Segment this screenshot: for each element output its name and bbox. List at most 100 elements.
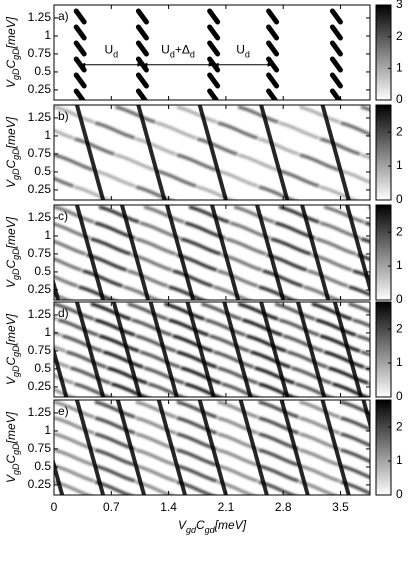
stripe	[394, 336, 415, 351]
stripe	[320, 105, 351, 200]
colorbar-tick-label: 0	[396, 292, 403, 306]
stripe	[299, 105, 340, 124]
stripe	[54, 448, 95, 467]
stripe	[54, 387, 77, 397]
stripe	[398, 271, 415, 286]
panel-label: e)	[58, 404, 69, 418]
heatmap	[54, 205, 415, 300]
stripe	[165, 205, 196, 300]
stripe	[54, 373, 74, 385]
panel-label: a)	[58, 9, 69, 23]
stripe	[54, 400, 95, 419]
y-tick-label: 1	[44, 325, 51, 339]
annotation-part: U	[161, 43, 170, 57]
y-axis-label-part: [meV]	[4, 16, 18, 49]
y-axis-label-part: V	[4, 179, 18, 188]
stripe	[131, 318, 173, 337]
stripe	[127, 269, 169, 288]
y-axis-label-part: gD	[11, 148, 21, 160]
stripe	[115, 400, 146, 495]
stripe	[402, 255, 415, 270]
stripe	[135, 334, 177, 353]
stripe	[299, 416, 340, 435]
stripe	[176, 464, 218, 483]
stripe	[329, 56, 343, 73]
stripe	[135, 24, 149, 41]
stripe	[270, 237, 312, 256]
stripe	[254, 366, 295, 385]
stripe	[172, 269, 214, 288]
stripe	[176, 416, 218, 435]
y-axis-label-part: [meV]	[4, 313, 18, 346]
stripe	[207, 72, 221, 89]
stripe	[299, 153, 340, 172]
stripe	[278, 205, 320, 224]
stripe	[188, 205, 230, 224]
stripe	[225, 237, 267, 256]
y-axis-label-part: V	[4, 376, 18, 385]
y-tick-label: 0.75	[28, 146, 52, 160]
stripe	[207, 24, 221, 41]
stripe	[255, 205, 286, 300]
stripe	[315, 237, 357, 256]
panel-label: c)	[58, 209, 68, 223]
y-tick-label: 0.25	[28, 282, 52, 296]
stripe	[299, 464, 340, 483]
heatmap	[54, 302, 415, 399]
y-axis-label: VgDCgD[meV]	[4, 116, 21, 188]
y-tick-label: 0.5	[34, 361, 51, 375]
annotation-part: d	[113, 50, 118, 60]
stripe	[147, 382, 187, 397]
y-axis-label-part: gD	[11, 345, 21, 357]
stripe	[176, 400, 218, 419]
stripe	[217, 400, 259, 419]
stripe	[258, 464, 300, 483]
stripe	[258, 285, 298, 300]
stripe	[266, 8, 280, 25]
stripe	[54, 257, 83, 272]
stripe	[82, 269, 124, 288]
stripe	[282, 334, 324, 353]
stripe	[274, 302, 316, 321]
stripe	[217, 416, 259, 435]
stripe	[156, 169, 197, 188]
stripe	[196, 137, 238, 156]
y-tick-label: 0.75	[28, 441, 52, 455]
stripe	[323, 205, 365, 224]
annotation-part: d	[170, 50, 175, 60]
stripe	[250, 350, 291, 369]
stripe	[299, 400, 340, 419]
stripe	[360, 350, 370, 357]
stripe	[352, 269, 370, 279]
stripe	[54, 105, 95, 124]
stripe	[340, 432, 370, 447]
y-tick-label: 0.25	[28, 477, 52, 491]
y-axis-label-part: gD	[11, 268, 21, 280]
stripe	[94, 448, 136, 467]
stripe	[258, 400, 300, 419]
stripe	[123, 285, 163, 300]
y-axis-label: VgDCgD[meV]	[4, 313, 21, 385]
stripe	[327, 366, 369, 385]
stripe	[54, 344, 69, 397]
x-tick-label: 2.1	[218, 500, 235, 514]
y-tick-label: 0.75	[28, 246, 52, 260]
heatmap	[54, 105, 370, 200]
stripe	[73, 8, 87, 25]
stripe	[360, 105, 370, 112]
stripe	[307, 269, 349, 288]
stripe	[352, 318, 370, 328]
stripe	[340, 121, 370, 136]
x-axis-label-part: V	[178, 518, 187, 532]
stripe	[258, 185, 298, 200]
stripe	[340, 448, 370, 463]
stripe	[180, 366, 222, 385]
stripe	[279, 400, 310, 495]
stripe	[217, 464, 259, 483]
stripe	[329, 24, 343, 41]
stripe	[209, 334, 250, 353]
stripe	[135, 237, 177, 256]
stripe	[406, 384, 415, 399]
stripe	[102, 350, 144, 369]
plot-frame	[53, 301, 371, 398]
